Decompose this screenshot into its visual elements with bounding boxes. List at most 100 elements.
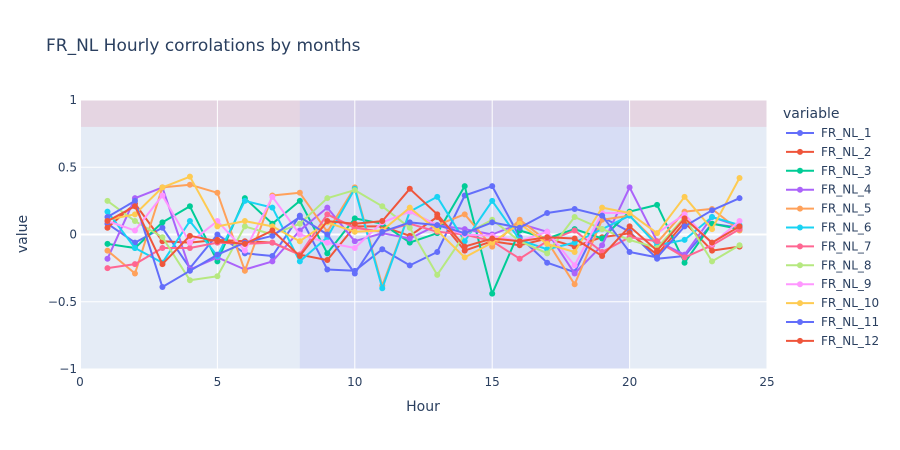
data-point <box>406 219 413 226</box>
legend-item[interactable]: FR_NL_2 <box>786 145 872 159</box>
data-point <box>269 258 276 265</box>
legend-swatch-marker <box>797 319 803 325</box>
data-point <box>516 224 523 231</box>
data-point <box>186 181 193 188</box>
data-point <box>324 250 331 257</box>
legend-item[interactable]: FR_NL_8 <box>786 258 872 272</box>
data-point <box>709 214 716 221</box>
data-point <box>186 239 193 246</box>
data-point <box>296 238 303 245</box>
legend-label: FR_NL_5 <box>821 202 872 216</box>
data-point <box>544 240 551 247</box>
legend-item[interactable]: FR_NL_6 <box>786 221 872 235</box>
y-axis-title: value <box>15 215 31 253</box>
legend-item[interactable]: FR_NL_9 <box>786 277 872 291</box>
chart-title: FR_NL Hourly corrolations by months <box>46 36 361 56</box>
data-point <box>571 248 578 255</box>
y-tick-label: 0.5 <box>58 160 77 174</box>
y-tick-label: 0 <box>69 228 77 242</box>
data-point <box>406 204 413 211</box>
legend-swatch-marker <box>797 337 803 344</box>
data-point <box>159 184 166 191</box>
data-point <box>351 244 358 251</box>
data-point <box>186 244 193 251</box>
legend-item[interactable]: FR_NL_5 <box>786 202 872 216</box>
data-point <box>489 183 496 190</box>
data-point <box>626 236 633 243</box>
legend-item[interactable]: FR_NL_11 <box>786 315 879 329</box>
legend-title: variable <box>783 106 839 122</box>
data-point <box>571 281 578 288</box>
x-axis-title: Hour <box>406 399 440 415</box>
data-point <box>324 266 331 273</box>
data-point <box>131 244 138 251</box>
data-point <box>654 230 661 237</box>
x-tick-label: 5 <box>214 375 222 389</box>
data-point <box>709 258 716 265</box>
legend-item[interactable]: FR_NL_1 <box>786 126 872 140</box>
data-point <box>544 228 551 235</box>
data-point <box>379 285 386 292</box>
series-line <box>106 197 740 288</box>
data-point <box>379 228 386 235</box>
legend-item[interactable]: FR_NL_4 <box>786 183 872 197</box>
legend-swatch-marker <box>797 281 803 288</box>
data-point <box>709 239 716 246</box>
data-point <box>269 193 276 200</box>
data-point <box>214 189 221 196</box>
data-point <box>489 235 496 242</box>
data-point <box>186 173 193 180</box>
data-point <box>681 236 688 243</box>
data-point <box>571 270 578 277</box>
data-point <box>296 189 303 196</box>
data-point <box>599 253 606 260</box>
data-point <box>186 203 193 210</box>
data-point <box>159 261 166 268</box>
data-point <box>434 222 441 229</box>
data-point <box>434 271 441 278</box>
data-point <box>241 247 248 254</box>
data-point <box>104 265 111 272</box>
data-point <box>214 273 221 280</box>
data-point <box>186 218 193 225</box>
series-line <box>106 186 740 275</box>
data-point <box>159 224 166 231</box>
x-tick-label: 15 <box>485 375 500 389</box>
legend-item[interactable]: FR_NL_10 <box>786 296 879 310</box>
data-point <box>461 238 468 245</box>
data-point <box>131 203 138 210</box>
data-point <box>681 215 688 222</box>
data-point <box>736 195 743 202</box>
data-point <box>599 204 606 211</box>
data-point <box>654 201 661 208</box>
data-point <box>681 223 688 230</box>
data-point <box>489 290 496 297</box>
data-point <box>296 220 303 227</box>
series-line <box>107 187 741 266</box>
legend-swatch-marker <box>797 205 803 212</box>
data-point <box>571 214 578 221</box>
legend-swatch-marker <box>797 130 803 136</box>
data-point <box>269 253 276 260</box>
data-point <box>104 240 111 247</box>
y-axis-ticks: −1 −0.5 0 0.5 1 <box>48 93 77 376</box>
data-point <box>324 257 331 264</box>
legend-item[interactable]: FR_NL_12 <box>786 334 879 348</box>
data-point <box>296 258 303 265</box>
x-tick-label: 25 <box>759 375 774 389</box>
data-point <box>241 267 248 274</box>
legend-item[interactable]: FR_NL_3 <box>786 164 872 178</box>
data-point <box>406 185 413 192</box>
data-point <box>269 204 276 211</box>
data-point <box>379 218 386 225</box>
data-point <box>131 239 138 246</box>
data-point <box>241 240 248 247</box>
data-point <box>736 223 743 230</box>
data-point <box>159 234 166 241</box>
legend-item[interactable]: FR_NL_7 <box>786 239 872 253</box>
y-tick-label: −0.5 <box>48 295 77 309</box>
data-point <box>351 228 358 235</box>
data-point <box>654 254 661 261</box>
data-point <box>489 197 496 204</box>
